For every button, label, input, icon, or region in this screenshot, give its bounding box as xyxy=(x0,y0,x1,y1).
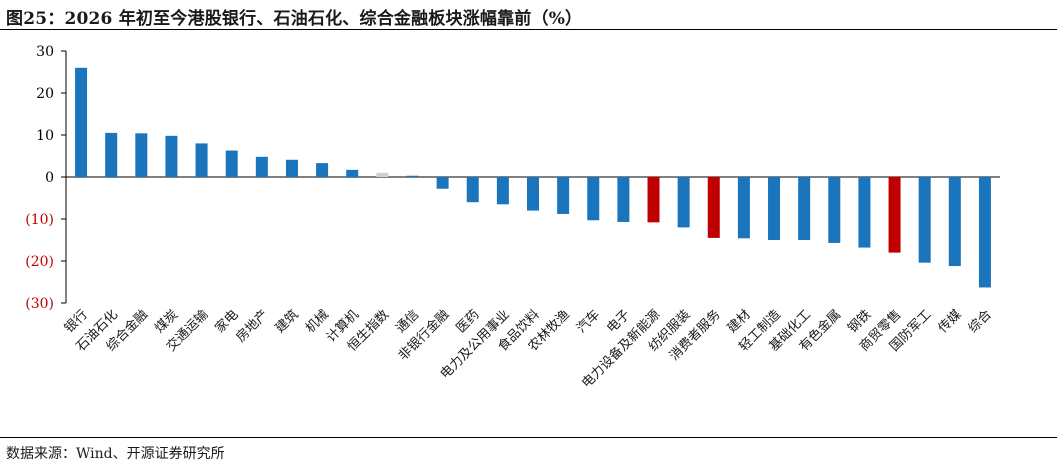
y-tick-label: 20 xyxy=(36,86,54,102)
bar xyxy=(768,177,781,240)
bar xyxy=(527,177,539,211)
bar xyxy=(858,177,871,248)
y-tick-label: (20) xyxy=(25,254,54,270)
y-tick-label: 30 xyxy=(36,44,54,60)
bar xyxy=(376,172,389,177)
bar xyxy=(346,169,359,177)
bar xyxy=(737,177,750,239)
bar xyxy=(466,177,479,203)
y-tick-label: 10 xyxy=(36,128,54,144)
category-label: 房地产 xyxy=(233,307,272,346)
bar xyxy=(918,177,931,263)
y-tick-label: (30) xyxy=(25,296,54,312)
bar xyxy=(225,150,238,177)
bar xyxy=(75,67,88,177)
bar xyxy=(647,177,660,223)
bar xyxy=(436,177,449,189)
chart-title: 图25：2026 年初至今港股银行、石油石化、综合金融板块涨幅靠前（%） xyxy=(6,9,583,29)
bar xyxy=(195,143,208,177)
bar xyxy=(285,159,298,177)
bar xyxy=(828,177,841,243)
bar xyxy=(617,177,630,222)
y-tick-label: (10) xyxy=(25,212,54,228)
bar xyxy=(316,163,329,177)
title-rule xyxy=(0,29,1057,30)
category-label: 建筑 xyxy=(272,307,302,337)
source-rule xyxy=(0,437,1057,438)
bar xyxy=(978,177,991,288)
category-label: 综合 xyxy=(966,307,995,336)
category-label: 汽车 xyxy=(573,307,603,337)
source-note: 数据来源：Wind、开源证券研究所 xyxy=(6,446,225,462)
bar xyxy=(677,177,690,228)
bar xyxy=(255,156,268,177)
bar xyxy=(165,135,178,177)
bar xyxy=(707,177,720,238)
bar xyxy=(948,177,961,267)
bar xyxy=(888,177,901,253)
y-tick-label: 0 xyxy=(45,170,54,186)
bar xyxy=(105,132,118,177)
bar xyxy=(798,177,811,240)
bar xyxy=(496,177,509,205)
bar xyxy=(406,175,419,177)
category-label: 传媒 xyxy=(936,307,965,336)
bar xyxy=(587,177,600,221)
bar xyxy=(557,177,570,214)
bar xyxy=(135,133,148,177)
